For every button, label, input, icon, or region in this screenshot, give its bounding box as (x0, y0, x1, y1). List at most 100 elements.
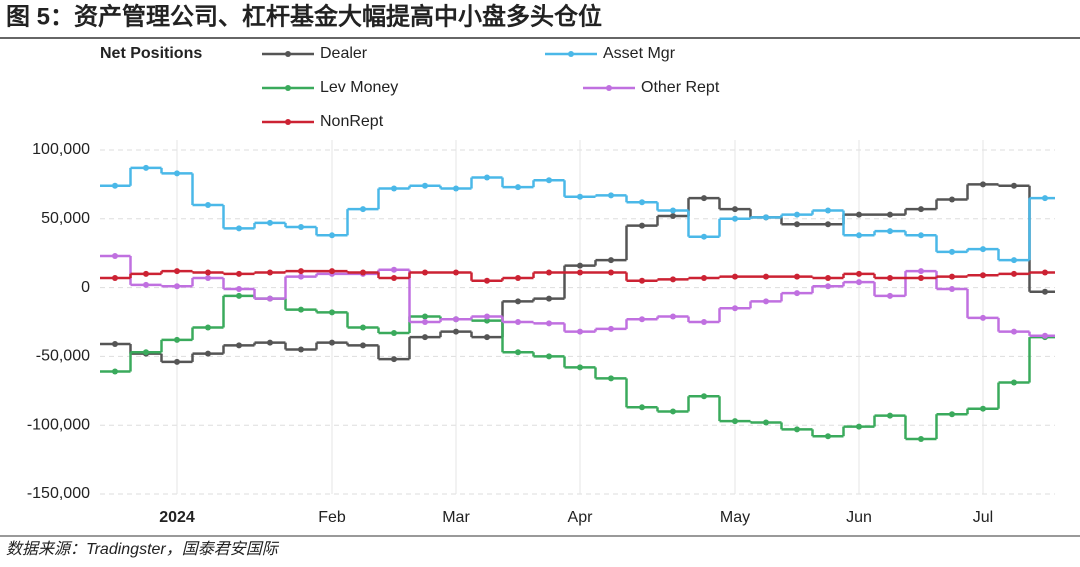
marker (329, 232, 335, 239)
marker (639, 404, 645, 411)
marker (205, 202, 211, 209)
marker (453, 316, 459, 323)
marker (949, 273, 955, 280)
marker (391, 356, 397, 363)
marker (608, 269, 614, 276)
x-tick-label: Jul (973, 509, 993, 526)
marker (794, 221, 800, 228)
marker (546, 269, 552, 276)
marker (391, 274, 397, 281)
marker (670, 276, 676, 283)
marker (484, 313, 490, 320)
marker (887, 412, 893, 419)
marker (391, 185, 397, 192)
marker (887, 228, 893, 235)
x-tick-label: 2024 (159, 509, 195, 526)
marker (949, 196, 955, 203)
marker (546, 295, 552, 302)
marker (205, 269, 211, 276)
marker (887, 274, 893, 281)
marker (577, 328, 583, 335)
marker (577, 364, 583, 371)
x-tick-label: Feb (318, 509, 346, 526)
marker (577, 269, 583, 276)
marker (1042, 332, 1048, 339)
marker (422, 182, 428, 189)
marker (670, 213, 676, 220)
y-tick-label: -150,000 (27, 485, 90, 502)
source: 数据来源：Tradingster，国泰君安国际 (6, 540, 280, 558)
marker (298, 224, 304, 231)
marker (577, 193, 583, 200)
x-tick-label: Apr (568, 509, 594, 526)
marker (856, 232, 862, 239)
marker (112, 252, 118, 259)
marker (856, 270, 862, 277)
marker (794, 290, 800, 297)
marker (701, 274, 707, 281)
marker (949, 248, 955, 255)
marker (453, 328, 459, 335)
marker (980, 181, 986, 188)
marker (360, 269, 366, 276)
legend-label: NonRept (320, 113, 384, 130)
marker (515, 184, 521, 191)
marker (608, 325, 614, 332)
marker (918, 206, 924, 213)
marker (1011, 328, 1017, 335)
marker (205, 324, 211, 331)
marker (763, 298, 769, 305)
marker (670, 313, 676, 320)
marker (236, 270, 242, 277)
marker (980, 405, 986, 412)
marker (763, 273, 769, 280)
marker (701, 393, 707, 400)
marker (639, 199, 645, 206)
marker (670, 207, 676, 214)
marker (298, 346, 304, 353)
y-tick-label: -100,000 (27, 416, 90, 433)
marker (422, 269, 428, 276)
chart-title: 图 5：资产管理公司、杠杆基金大幅提高中小盘多头仓位 (6, 2, 602, 30)
marker (360, 324, 366, 331)
legend-marker (285, 119, 291, 125)
marker (205, 350, 211, 357)
marker (112, 182, 118, 189)
marker (763, 214, 769, 221)
marker (453, 269, 459, 276)
marker (298, 273, 304, 280)
marker (422, 334, 428, 341)
marker (701, 319, 707, 325)
marker (1042, 288, 1048, 295)
marker (825, 274, 831, 281)
marker (143, 164, 149, 171)
marker (546, 353, 552, 360)
marker (329, 309, 335, 316)
marker (732, 206, 738, 213)
marker (825, 221, 831, 228)
marker (1042, 269, 1048, 276)
marker (794, 273, 800, 280)
marker (422, 319, 428, 325)
marker (236, 285, 242, 292)
marker (763, 419, 769, 426)
legend-marker (568, 51, 574, 57)
marker (174, 268, 180, 275)
marker (267, 219, 273, 226)
marker (329, 339, 335, 346)
marker (918, 268, 924, 275)
marker (639, 222, 645, 229)
x-tick-label: May (720, 509, 750, 526)
marker (174, 283, 180, 290)
marker (298, 268, 304, 275)
marker (887, 211, 893, 218)
marker (825, 207, 831, 214)
marker (515, 349, 521, 356)
marker (236, 342, 242, 349)
legend-marker (285, 51, 291, 57)
marker (1011, 270, 1017, 277)
marker (143, 270, 149, 277)
marker (422, 313, 428, 320)
marker (484, 317, 490, 324)
